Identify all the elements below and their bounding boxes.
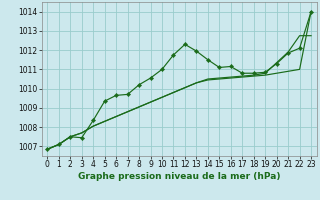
X-axis label: Graphe pression niveau de la mer (hPa): Graphe pression niveau de la mer (hPa) <box>78 172 280 181</box>
